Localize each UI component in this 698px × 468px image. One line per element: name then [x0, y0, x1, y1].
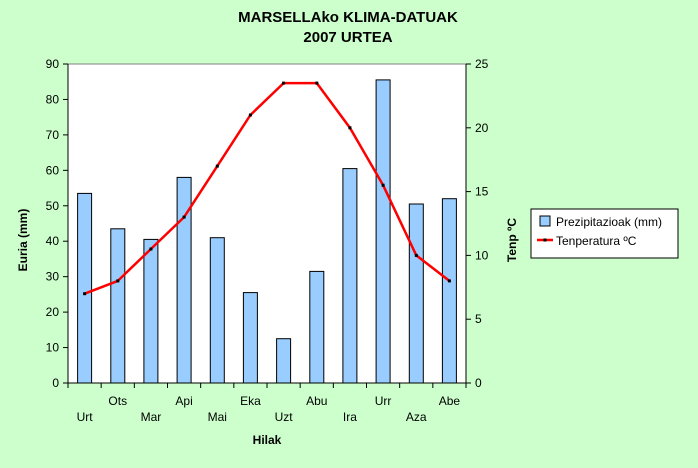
y2-tick-label-20: 20 [475, 121, 489, 135]
y-tick-label-10: 10 [46, 341, 60, 355]
temperature-point-api [182, 215, 186, 219]
temperature-point-urt [83, 292, 87, 296]
y-tick-label-60: 60 [46, 163, 60, 177]
y-tick-label-0: 0 [52, 376, 59, 390]
x-tick-label-aza: Aza [406, 410, 427, 424]
temperature-point-ots [116, 279, 120, 283]
bar-abu [309, 270, 325, 384]
right-tick-labels: 0 5 10 15 20 25 [475, 57, 489, 390]
legend: Prezipitazioak (mm) Tenperatura ºC [530, 208, 679, 259]
chart-title: MARSELLAko KLIMA-DATUAK [238, 9, 458, 26]
x-tick-label-api: Api [175, 394, 192, 408]
x-tick-label-urt: Urt [77, 410, 94, 424]
bar-abe [441, 198, 457, 384]
y-tick-label-20: 20 [46, 305, 60, 319]
y-tick-label-70: 70 [46, 128, 60, 142]
temperature-point-mar [149, 247, 153, 251]
plot-area [67, 63, 467, 384]
legend-swatch-marker [543, 238, 547, 242]
temperature-point-eka [248, 113, 252, 117]
y2-tick-label-15: 15 [475, 185, 489, 199]
x-tick-label-uzt: Uzt [275, 410, 294, 424]
temperature-point-mai [215, 164, 219, 168]
y-tick-label-50: 50 [46, 199, 60, 213]
y2-tick-label-5: 5 [475, 312, 482, 326]
y-tick-label-90: 90 [46, 57, 60, 71]
bar-aza [408, 203, 424, 384]
x-tick-label-ira: Ira [343, 410, 357, 424]
bar-mar [143, 238, 159, 384]
x-axis-title: Hilak [253, 433, 282, 447]
y2-tick-label-0: 0 [475, 376, 482, 390]
axes-group [63, 63, 471, 388]
legend-swatch-bar [539, 215, 551, 227]
bar-eka [242, 292, 258, 384]
y2-tick-label-10: 10 [475, 248, 489, 262]
bar-mai [209, 237, 225, 384]
legend-label-bar: Prezipitazioak (mm) [556, 215, 662, 229]
x-tick-label-ots: Ots [108, 394, 127, 408]
temperature-point-abu [315, 81, 319, 85]
temperature-point-aza [414, 253, 418, 257]
y-axis-title: Euria (mm) [16, 209, 30, 272]
x-tick-labels: Urt Ots Mar Api Mai Eka Uzt Abu Ira Urr Aza Abe [77, 394, 461, 424]
bar-urr [375, 79, 391, 384]
legend-label-line: Tenperatura ºC [556, 234, 637, 248]
line-group [83, 81, 451, 296]
temperature-line [84, 81, 451, 295]
temperature-point-ira [348, 126, 352, 130]
x-tick-label-mai: Mai [208, 410, 227, 424]
x-tick-label-abu: Abu [306, 394, 327, 408]
chart-subtitle: 2007 URTEA [303, 29, 392, 46]
x-tick-label-eka: Eka [240, 394, 261, 408]
x-tick-label-mar: Mar [141, 410, 162, 424]
temperature-point-uzt [282, 81, 286, 85]
y-tick-label-80: 80 [46, 92, 60, 106]
bar-uzt [276, 338, 292, 384]
left-tick-labels: 0 10 20 30 40 50 60 70 80 90 [46, 57, 60, 390]
bar-ira [342, 168, 358, 384]
bar-ots [110, 228, 126, 384]
y-tick-label-40: 40 [46, 234, 60, 248]
bar-urt [77, 192, 93, 384]
x-tick-label-abe: Abe [439, 394, 461, 408]
temperature-point-urr [381, 183, 385, 187]
y2-axis-title: Tenp ºC [505, 218, 519, 262]
legend-box [530, 208, 679, 259]
y-tick-label-30: 30 [46, 270, 60, 284]
temperature-point-abe [447, 279, 451, 283]
y2-tick-label-25: 25 [475, 57, 489, 71]
x-tick-label-urr: Urr [375, 394, 392, 408]
